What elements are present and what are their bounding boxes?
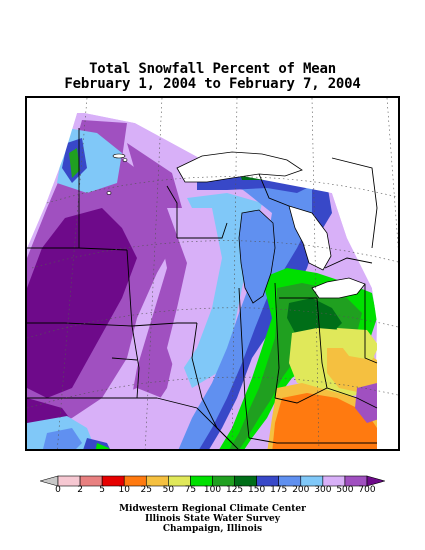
legend-tick-label: 500 [336,485,354,495]
snowfall-map-graphic [27,98,398,449]
snowfall-fill-regions [27,113,387,449]
credit-center: Midwestern Regional Climate Center [119,504,306,514]
legend-tick-label: 50 [162,485,175,495]
map-subtitle-date-range: February 1, 2004 to February 7, 2004 [64,76,361,92]
legend-tick-label: 10 [118,485,130,495]
legend-tick-label: 200 [292,485,310,495]
legend-tick-label: 100 [203,485,222,495]
state-boundaries [27,128,378,449]
legend-tick-label: 700 [358,485,376,495]
legend-tick-label: 0 [55,485,61,495]
color-scale-legend [40,475,385,487]
legend-tick-label: 175 [270,485,288,495]
credit-survey: Illinois State Water Survey [144,514,281,524]
legend-tick-label: 150 [248,485,266,495]
legend-tick-label: 2 [77,485,83,495]
legend-tick-label: 25 [140,485,153,495]
legend-tick-label: 5 [99,485,106,495]
credit-location: Champaign, Illinois [162,524,263,534]
snowfall-map [25,96,400,451]
legend-tick-label: 300 [314,485,332,495]
legend-arrow-high [366,475,385,487]
legend-tick-label: 75 [184,485,197,495]
map-title: Total Snowfall Percent of Mean [89,61,336,77]
legend-tick-label: 125 [225,485,244,495]
graticule [27,98,398,449]
